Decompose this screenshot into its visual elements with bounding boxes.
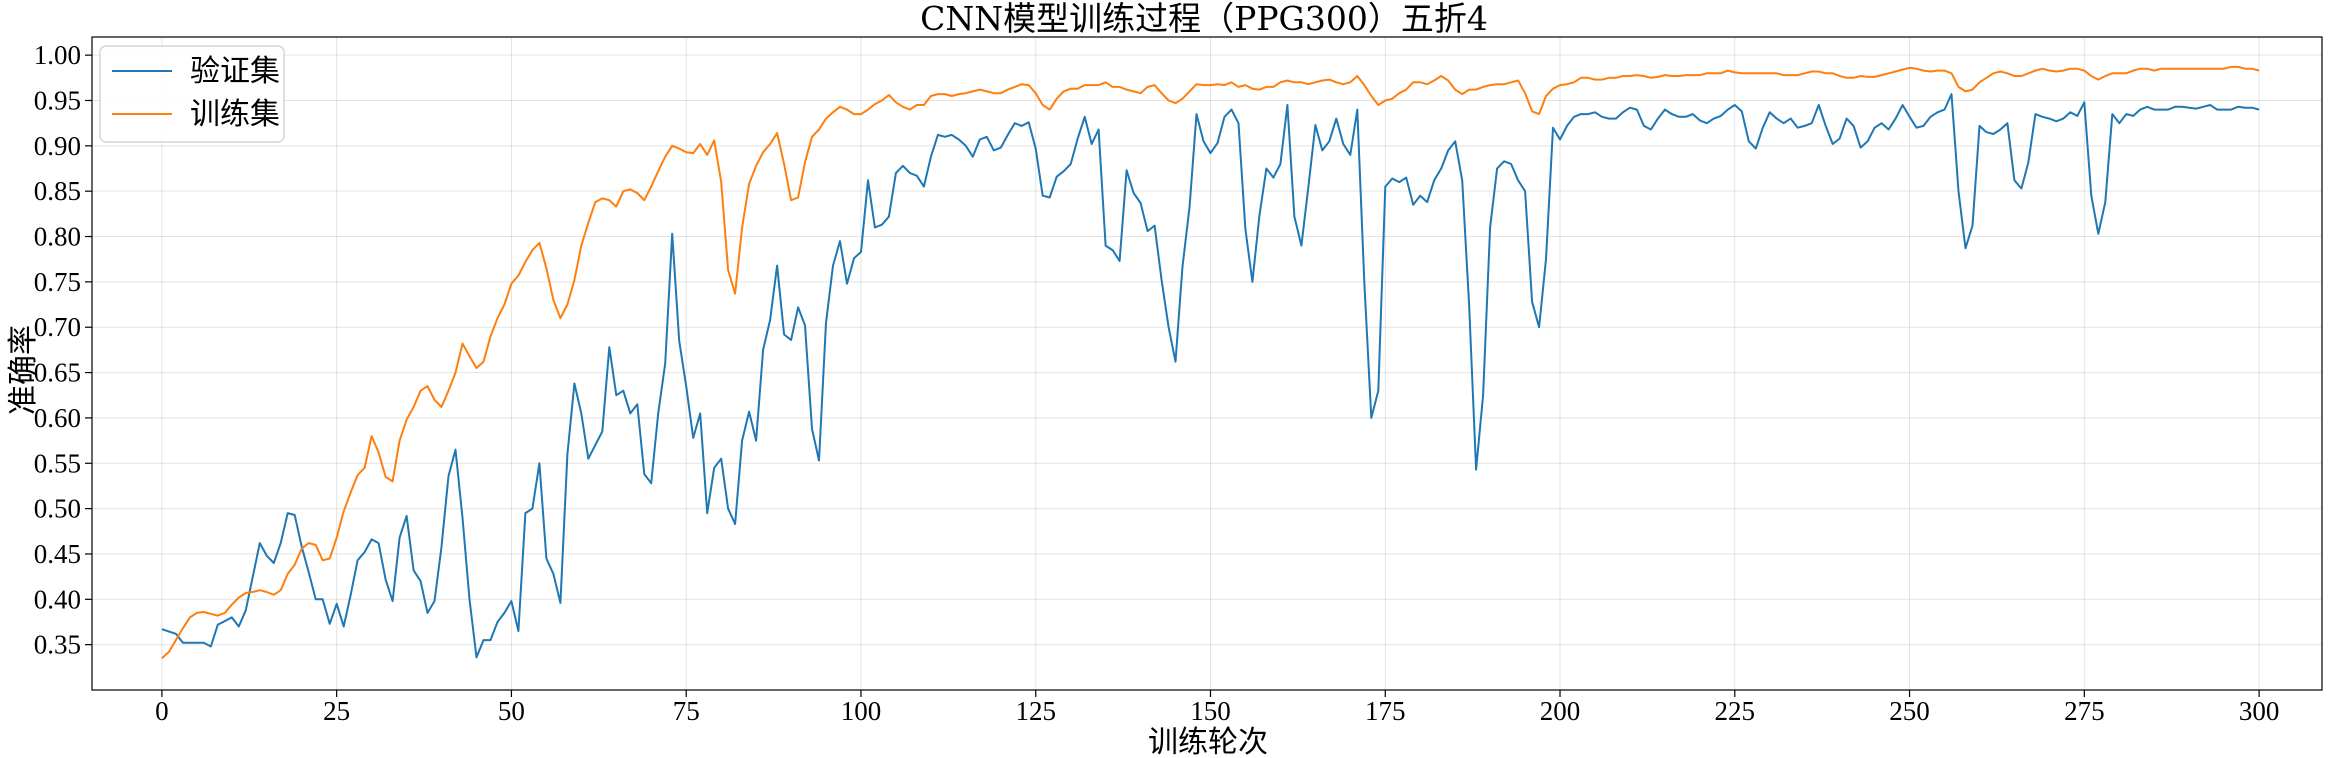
x-tick-label: 0 bbox=[155, 696, 169, 726]
x-tick-label: 50 bbox=[498, 696, 525, 726]
y-tick-label: 1.00 bbox=[34, 40, 81, 70]
y-tick-label: 0.70 bbox=[34, 312, 81, 342]
series-line-training bbox=[161, 65, 2260, 660]
x-tick-label: 100 bbox=[841, 696, 882, 726]
y-tick-label: 0.60 bbox=[34, 403, 81, 433]
x-tick-label: 125 bbox=[1015, 696, 1056, 726]
y-tick-label: 0.75 bbox=[34, 267, 81, 297]
x-tick-label: 275 bbox=[2064, 696, 2105, 726]
x-tick-label: 25 bbox=[323, 696, 350, 726]
legend: 验证集 训练集 bbox=[99, 45, 285, 143]
legend-label-validation: 验证集 bbox=[190, 54, 280, 89]
x-tick-label: 250 bbox=[1889, 696, 1930, 726]
y-tick-label: 0.55 bbox=[34, 448, 81, 478]
y-tick-label: 0.95 bbox=[34, 85, 81, 115]
x-tick-label: 150 bbox=[1190, 696, 1231, 726]
y-tick-label: 0.80 bbox=[34, 222, 81, 252]
x-axis-ticks: 0 25 50 75 100 125 150 175 200 225 250 275 300 bbox=[155, 690, 2279, 726]
x-tick-label: 200 bbox=[1540, 696, 1581, 726]
y-axis-label: 准确率 bbox=[6, 325, 41, 415]
chart-title: CNN模型训练过程（PPG300）五折4 bbox=[920, 0, 1488, 38]
y-tick-label: 0.45 bbox=[34, 539, 81, 569]
x-tick-label: 75 bbox=[673, 696, 700, 726]
y-tick-label: 0.85 bbox=[34, 176, 81, 206]
y-tick-label: 0.40 bbox=[34, 584, 81, 614]
y-tick-label: 0.35 bbox=[34, 630, 81, 660]
y-tick-label: 0.90 bbox=[34, 131, 81, 161]
legend-label-training: 训练集 bbox=[190, 97, 280, 132]
series-lines bbox=[161, 65, 2260, 660]
plot-frame bbox=[91, 36, 2323, 691]
x-tick-label: 175 bbox=[1365, 696, 1406, 726]
x-axis-label: 训练轮次 bbox=[1148, 725, 1268, 758]
grid-lines bbox=[92, 37, 2322, 690]
y-axis-ticks: 0.35 0.40 0.45 0.50 0.55 0.60 0.65 0.70 0.75 0.80… bbox=[34, 40, 92, 660]
x-tick-label: 225 bbox=[1715, 696, 1756, 726]
y-tick-label: 0.50 bbox=[34, 494, 81, 524]
series-line-validation bbox=[161, 93, 2260, 659]
x-tick-label: 300 bbox=[2239, 696, 2280, 726]
y-tick-label: 0.65 bbox=[34, 358, 81, 388]
